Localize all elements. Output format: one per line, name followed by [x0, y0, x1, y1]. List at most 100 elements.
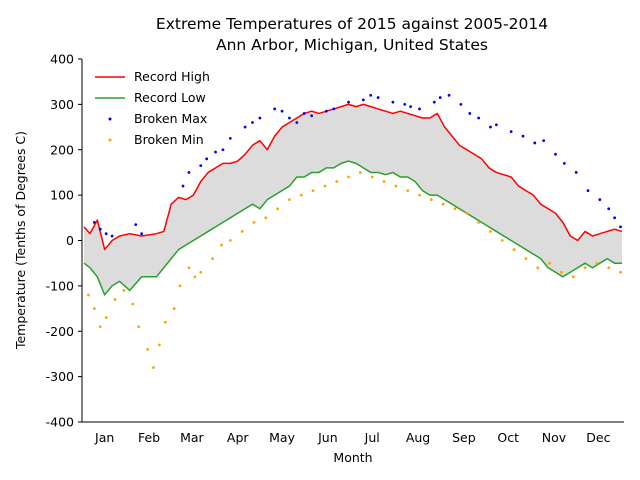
broken-min-point [178, 284, 182, 288]
broken-max-point [554, 152, 557, 156]
broken-min-point [146, 348, 149, 351]
broken-max-point [288, 116, 291, 120]
broken-min-point [524, 257, 528, 261]
broken-min-point [87, 293, 90, 297]
broken-min-point [394, 184, 398, 188]
broken-max-point [243, 125, 247, 129]
broken-min-point [211, 257, 214, 261]
broken-min-point [311, 189, 315, 192]
broken-max-point [447, 93, 451, 97]
broken-min-point [429, 198, 433, 202]
broken-min-point [477, 220, 481, 224]
broken-max-point [468, 112, 472, 115]
broken-min-point [288, 198, 291, 202]
y-axis-label: Temperature (Tenths of Degrees C) [13, 131, 28, 350]
broken-min-point [560, 270, 563, 274]
chart-title: Extreme Temperatures of 2015 against 200… [156, 15, 548, 33]
broken-max-point [302, 112, 306, 115]
broken-max-point [214, 150, 217, 154]
broken-max-point [409, 105, 413, 109]
x-tick-label: Jul [364, 430, 380, 445]
broken-max-point [324, 109, 328, 113]
broken-max-point [376, 96, 380, 99]
plot-area [83, 93, 623, 369]
broken-max-point [251, 121, 254, 124]
broken-min-point [382, 180, 386, 183]
series-lines [83, 103, 623, 296]
broken-min-point [453, 207, 457, 211]
broken-min-point [335, 180, 339, 183]
broken-min-point [323, 184, 327, 188]
broken-min-point [172, 307, 176, 310]
x-axis-ticks: Jan Feb Mar Apr May Jun Jul Aug Sep Oct Nov Dec [94, 430, 611, 445]
x-tick-label: Mar [180, 430, 204, 445]
broken-max-point [403, 102, 407, 106]
broken-max-point [205, 157, 209, 161]
broken-max-point [92, 220, 96, 224]
broken-max-point [533, 141, 537, 145]
broken-min-point [619, 270, 622, 274]
broken-min-point [240, 230, 244, 233]
y-tick-label: -400 [46, 415, 74, 430]
broken-max-point [228, 137, 232, 140]
broken-max-point [459, 102, 463, 106]
broken-max-point [542, 139, 546, 143]
broken-min-point [98, 325, 102, 329]
broken-max-point [280, 109, 284, 113]
broken-min-point [252, 220, 256, 224]
broken-max-point [562, 161, 566, 165]
x-tick-label: Jan [94, 430, 114, 445]
broken-min-point [163, 320, 167, 324]
fill-between-band [84, 104, 622, 295]
y-tick-label: 0 [66, 233, 74, 248]
y-tick-label: -200 [46, 324, 74, 339]
broken-max-point [273, 107, 277, 111]
broken-max-point [295, 121, 299, 124]
broken-min-point [131, 302, 135, 306]
broken-min-point [607, 266, 611, 270]
record-range-fill [84, 104, 622, 295]
broken-max-point [361, 98, 365, 102]
x-tick-label: Feb [138, 430, 160, 445]
broken-max-point [613, 216, 617, 220]
legend: Record High Record Low Broken Max Broken… [95, 69, 210, 147]
broken-max-point [134, 223, 138, 227]
broken-max-point [494, 123, 498, 127]
broken-min-point [595, 261, 599, 265]
broken-max-point [598, 198, 602, 202]
broken-min-point [441, 202, 445, 206]
broken-min-point [465, 211, 469, 215]
broken-max-point [438, 96, 442, 99]
x-tick-label: May [269, 430, 295, 445]
broken-max-point [140, 232, 144, 236]
broken-max-point [332, 107, 336, 111]
broken-max-point [181, 184, 185, 188]
x-axis-label: Month [333, 450, 372, 465]
broken-min-point [276, 207, 280, 211]
broken-max-point [310, 114, 314, 118]
broken-min-point [536, 266, 540, 270]
legend-broken-max-label: Broken Max [134, 111, 207, 126]
x-tick-label: Nov [542, 430, 567, 445]
broken-max-point [104, 232, 108, 236]
y-tick-label: -300 [46, 369, 74, 384]
record-low-line [83, 160, 622, 296]
broken-min-point [104, 316, 108, 320]
x-tick-label: Oct [497, 430, 519, 445]
broken-max-point [574, 171, 578, 174]
broken-min-point [512, 248, 516, 251]
broken-min-point [92, 307, 96, 310]
x-tick-label: Dec [586, 430, 610, 445]
broken-min-point [264, 216, 268, 220]
broken-min-point [489, 230, 492, 233]
broken-min-point [152, 366, 155, 369]
broken-max-point [509, 130, 513, 134]
broken-max-point [110, 234, 114, 238]
broken-max-point [391, 100, 395, 104]
y-tick-label: 300 [50, 97, 74, 112]
broken-min-point [548, 261, 551, 265]
broken-min-point [137, 325, 141, 329]
y-axis-ticks: -400 -300 -200 -100 0 100 200 300 400 [46, 52, 82, 430]
legend-broken-max-swatch [108, 117, 112, 121]
broken-min-point [583, 266, 587, 270]
